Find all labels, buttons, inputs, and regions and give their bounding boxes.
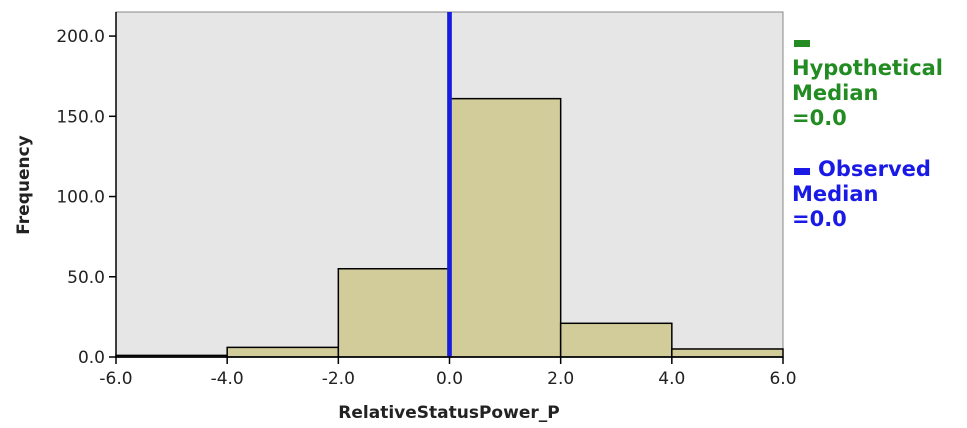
legend-text-line: Hypothetical	[792, 56, 943, 80]
legend-text-line: =0.0	[792, 106, 847, 130]
histogram-bar-6	[671, 348, 784, 358]
histogram-bar-4	[448, 97, 562, 358]
x-axis: -6.0 -4.0 -2.0 0.0 2.0 4.0 6.0	[99, 356, 797, 389]
legend-text-line: =0.0	[792, 207, 847, 231]
x-axis-title: RelativeStatusPower_P	[338, 403, 559, 423]
y-tick-label: 50.0	[67, 268, 105, 288]
histogram-bar-3	[337, 267, 451, 358]
x-tick-label: 6.0	[769, 369, 796, 389]
y-tick-label: 200.0	[56, 27, 105, 47]
x-tick-label: 4.0	[658, 369, 685, 389]
x-tick-label: -6.0	[99, 369, 132, 389]
legend-swatch-1	[794, 40, 810, 47]
y-axis-title: Frequency	[14, 135, 34, 235]
x-tick-label: -4.0	[211, 369, 244, 389]
x-tick-label: 2.0	[547, 369, 574, 389]
x-tick-label: -2.0	[322, 369, 355, 389]
legend-text-line: Median	[792, 182, 879, 206]
legend-text-line: Observed	[818, 157, 931, 181]
y-tick-label: 0.0	[78, 348, 105, 368]
y-tick-label: 100.0	[56, 188, 105, 208]
histogram-bar-5	[559, 322, 673, 358]
y-axis: 0.0 50.0 100.0 150.0 200.0	[56, 12, 117, 368]
legend-swatch-2	[794, 168, 810, 175]
y-tick-label: 150.0	[56, 107, 105, 127]
legend-text-line: Median	[792, 81, 879, 105]
x-tick-label: 0.0	[436, 369, 463, 389]
histogram-bar-2	[226, 346, 340, 358]
